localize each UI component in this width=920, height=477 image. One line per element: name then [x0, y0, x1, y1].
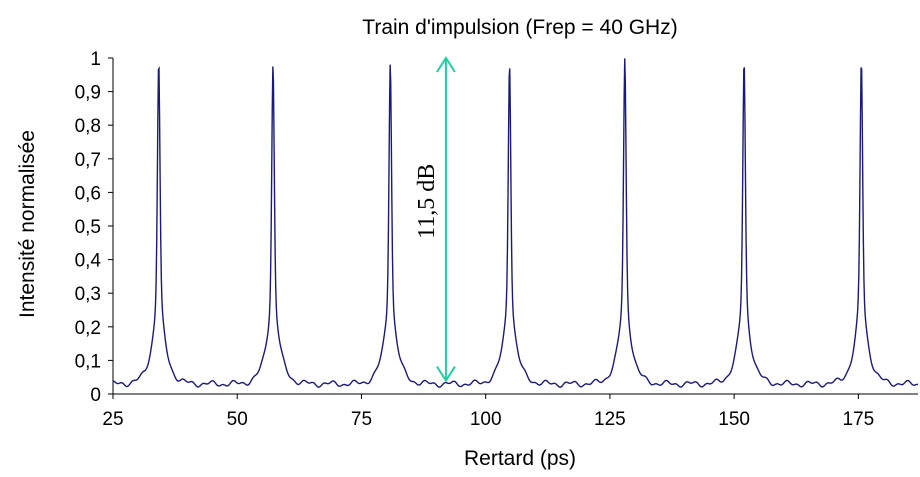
x-tick-label: 125: [594, 409, 626, 430]
y-tick-label: 0,3: [75, 284, 101, 305]
series-line: [112, 58, 919, 388]
x-tick-label: 100: [470, 409, 502, 430]
y-axis-label: Intensité normalisée: [16, 130, 39, 318]
x-tick-label: 175: [843, 409, 875, 430]
annotation-label: 11,5 dB: [414, 164, 440, 239]
x-tick-label: 25: [102, 409, 123, 430]
x-tick-label: 150: [718, 409, 750, 430]
annotation: 11,5 dB: [414, 56, 456, 383]
annotation-arrow-head-bottom: [436, 366, 456, 383]
chart-title: Train d'impulsion (Frep = 40 GHz): [362, 16, 677, 39]
x-ticks: 25 50 75 100 125 150 175: [102, 394, 874, 430]
annotation-arrow-head-top: [436, 56, 456, 73]
y-tick-label: 1: [90, 49, 101, 70]
x-axis-label: Rertard (ps): [464, 447, 576, 470]
y-tick-label: 0,8: [75, 116, 101, 137]
x-tick-label: 50: [227, 409, 248, 430]
y-tick-label: 0,6: [75, 183, 101, 204]
axes: [112, 58, 918, 395]
y-ticks: 0 0,1 0,2 0,3 0,4 0,5 0,6 0,7 0,8 0,9 1: [75, 49, 113, 406]
y-tick-label: 0: [90, 385, 101, 406]
y-tick-label: 0,7: [75, 150, 101, 171]
y-tick-label: 0,1: [75, 351, 101, 372]
x-tick-label: 75: [351, 409, 372, 430]
y-tick-label: 0,9: [75, 83, 101, 104]
y-tick-label: 0,5: [75, 217, 101, 238]
y-tick-label: 0,2: [75, 318, 101, 339]
y-tick-label: 0,4: [75, 251, 102, 272]
